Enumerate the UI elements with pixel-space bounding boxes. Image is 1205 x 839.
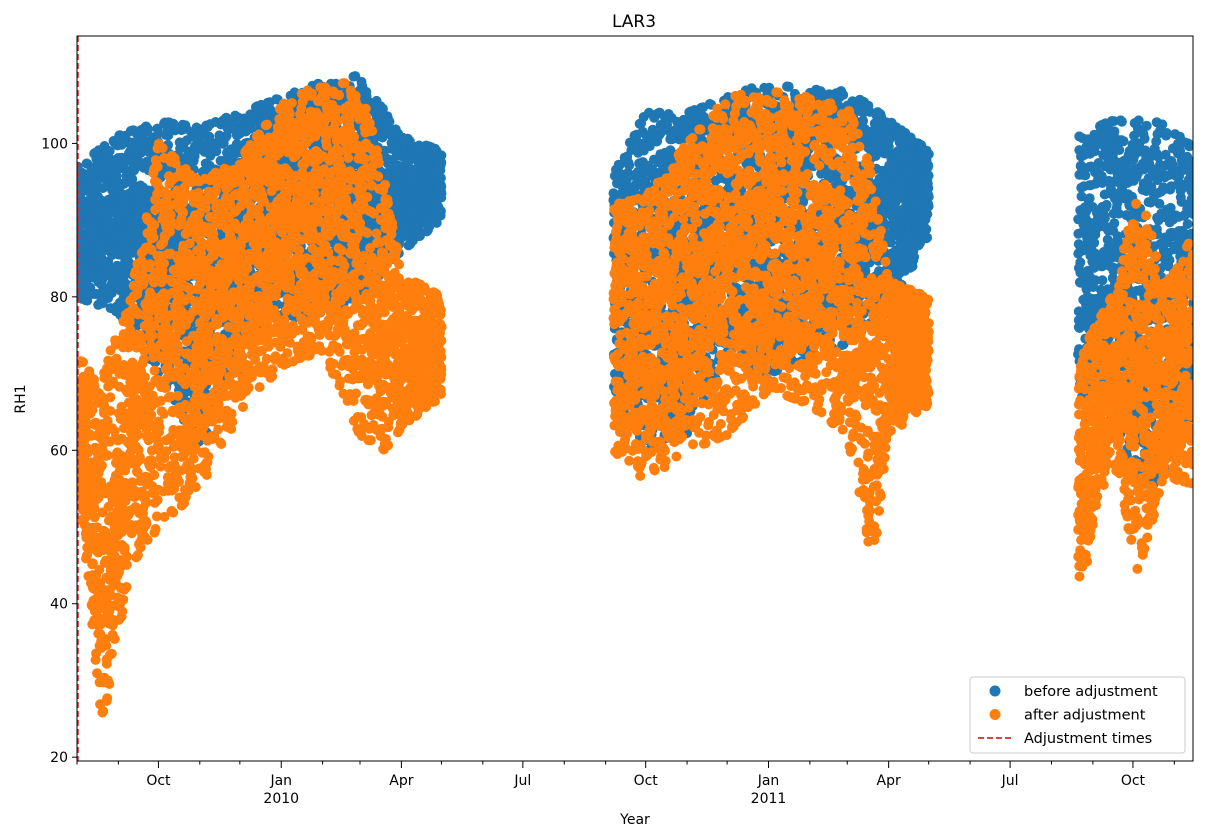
data-point bbox=[111, 170, 122, 181]
data-point bbox=[104, 146, 115, 156]
data-point bbox=[436, 157, 447, 168]
data-point bbox=[436, 181, 447, 192]
data-point bbox=[435, 206, 446, 216]
data-point bbox=[435, 172, 446, 183]
plot-area bbox=[76, 35, 1194, 762]
data-point bbox=[211, 146, 222, 157]
data-point bbox=[624, 160, 635, 171]
data-point bbox=[384, 116, 395, 127]
data-points bbox=[77, 71, 1193, 718]
chart-title: LAR3 bbox=[612, 12, 656, 32]
